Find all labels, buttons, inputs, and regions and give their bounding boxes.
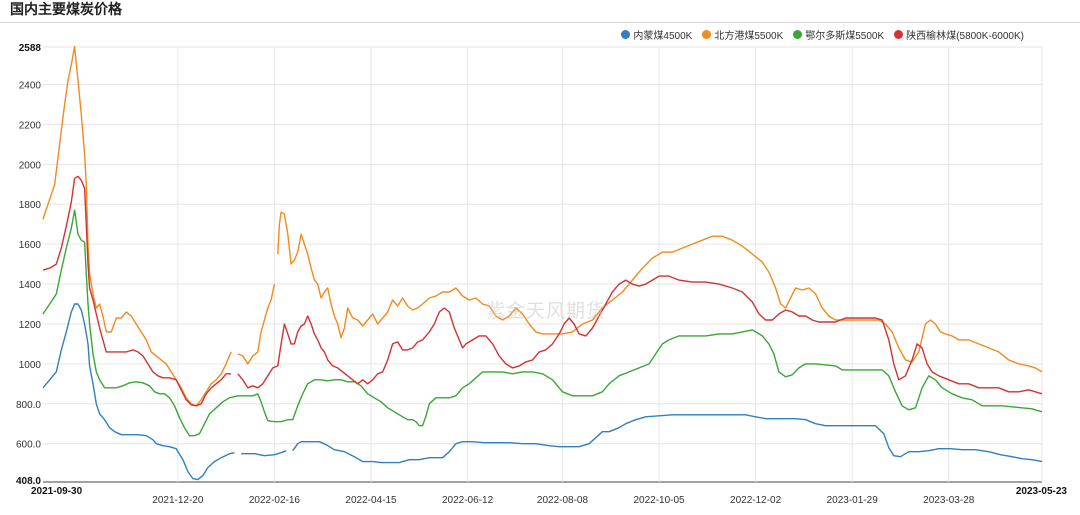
y-max-label: 2588 [19, 43, 42, 54]
legend-dot-orange [702, 30, 712, 39]
legend-dot-green [793, 30, 803, 39]
series-line-1 [42, 45, 1043, 407]
x-end-label: 2023-05-23 [1016, 486, 1068, 497]
x-tick-label: 2022-08-08 [537, 495, 589, 506]
legend-item-blue[interactable]: 内蒙煤4500K [621, 27, 692, 42]
y-tick-label: 1400 [19, 280, 42, 291]
legend-dot-blue [621, 30, 631, 39]
x-tick-label: 2022-06-12 [442, 495, 494, 506]
legend-dot-red [894, 30, 904, 39]
x-tick-label: 2022-04-15 [345, 495, 397, 506]
y-tick-label: 600.0 [16, 440, 41, 451]
y-min-label: 408.0 [16, 476, 41, 487]
x-tick-label: 2023-01-29 [827, 495, 879, 506]
y-tick-label: 2400 [19, 81, 42, 92]
page-title: 国内主要煤炭价格 [10, 2, 122, 18]
x-tick-label: 2021-12-20 [152, 495, 204, 506]
title-divider [0, 22, 1080, 23]
legend-label-blue: 内蒙煤4500K [633, 31, 693, 42]
legend-label-green: 鄂尔多斯煤5500K [805, 31, 885, 42]
y-tick-label: 1200 [19, 320, 42, 331]
legend-item-orange[interactable]: 北方港煤5500K [702, 27, 783, 42]
legend-item-red[interactable]: 陕西榆林煤(5800K-6000K) [894, 27, 1024, 42]
series-line-0 [42, 303, 1043, 481]
y-tick-label: 1800 [19, 200, 42, 211]
x-tick-label: 2022-02-16 [249, 495, 301, 506]
watermark: 紫金天风期货 [486, 300, 607, 322]
legend-label-red: 陕西榆林煤(5800K-6000K) [906, 31, 1024, 42]
y-tick-label: 2200 [19, 120, 42, 131]
series-line-3 [42, 175, 1043, 407]
series-line-2 [42, 209, 1043, 437]
legend-label-orange: 北方港煤5500K [714, 31, 784, 42]
x-start-label: 2021-09-30 [31, 486, 83, 497]
chart-legend: 内蒙煤4500K 北方港煤5500K 鄂尔多斯煤5500K 陕西榆林煤(5800… [621, 27, 1024, 42]
y-tick-label: 800.0 [16, 400, 41, 411]
x-tick-label: 2023-03-28 [923, 495, 975, 506]
x-tick-label: 2022-12-02 [730, 495, 782, 506]
y-tick-label: 2000 [19, 160, 42, 171]
legend-item-green[interactable]: 鄂尔多斯煤5500K [793, 27, 884, 42]
y-tick-label: 1600 [19, 240, 42, 251]
y-tick-label: 1000 [19, 360, 42, 371]
x-tick-label: 2022-10-05 [633, 495, 685, 506]
